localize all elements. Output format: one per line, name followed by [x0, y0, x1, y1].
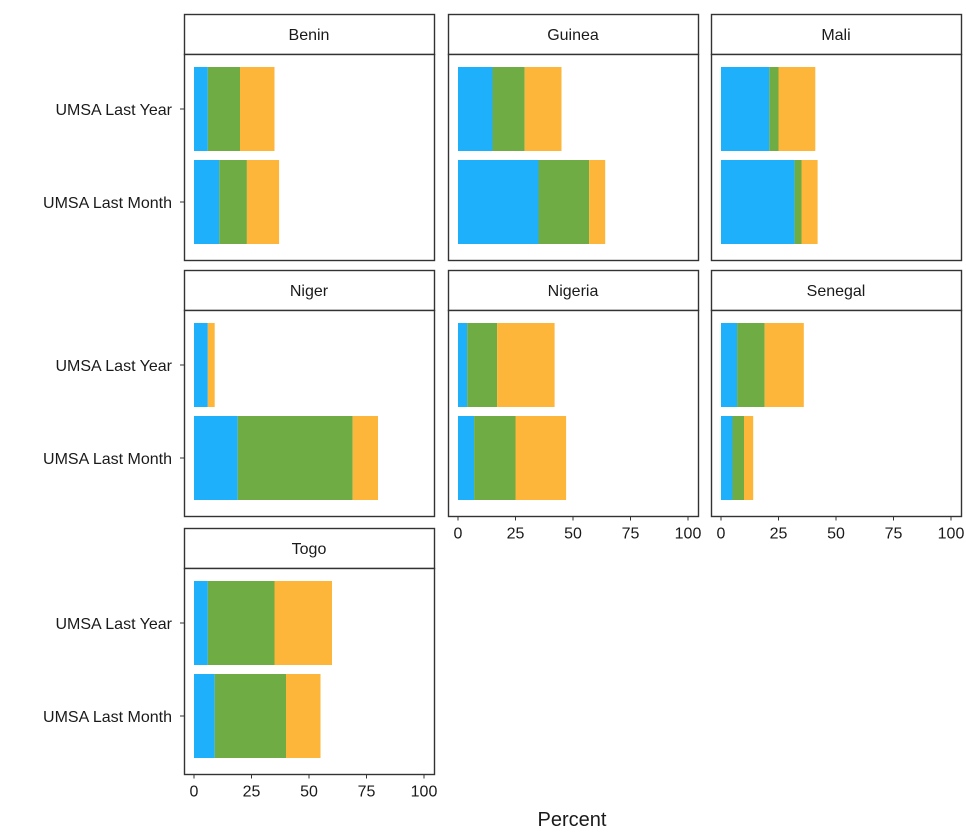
strip-box — [183, 269, 436, 312]
bar-segment — [589, 160, 606, 244]
x-tick-label: 25 — [507, 526, 525, 543]
strip-box — [447, 13, 700, 56]
panel-guinea: Guinea — [447, 13, 700, 262]
bar-segment — [194, 674, 215, 758]
x-tick-label: 50 — [564, 526, 582, 543]
bar-segment — [274, 581, 332, 665]
bar-segment — [794, 160, 802, 244]
x-tick-label: 100 — [938, 526, 965, 543]
bar-segment — [207, 323, 215, 407]
bar-segment — [458, 323, 468, 407]
strip-label: Mali — [821, 27, 850, 44]
strip-box — [183, 13, 436, 56]
bar-segment — [769, 67, 779, 151]
bar-segment — [497, 323, 555, 407]
x-tick-label: 0 — [717, 526, 726, 543]
bar-segment — [219, 160, 247, 244]
bar-segment — [194, 160, 220, 244]
panel-senegal: Senegal 0 25 50 75 100 — [710, 269, 965, 543]
x-tick-label: 75 — [358, 784, 376, 801]
bar-segment — [458, 67, 493, 151]
bar-segment — [515, 416, 567, 500]
x-tick-label: 0 — [454, 526, 463, 543]
bar-segment — [286, 674, 321, 758]
bar-segment — [721, 160, 795, 244]
y-tick-label: UMSA Last Year — [55, 616, 172, 633]
panel-benin: Benin UMSA Last Year UMSA Last Month — [43, 13, 436, 262]
x-axis-title: Percent — [538, 809, 607, 831]
bar-segment — [538, 160, 590, 244]
bar-segment — [237, 416, 353, 500]
bar-segment — [194, 67, 208, 151]
bar-segment — [721, 416, 733, 500]
x-tick-label: 25 — [770, 526, 788, 543]
x-tick-label: 25 — [243, 784, 261, 801]
strip-label: Guinea — [547, 27, 599, 44]
y-tick-label: UMSA Last Month — [43, 195, 172, 212]
panel-mali: Mali — [710, 13, 963, 262]
x-tick-label: 100 — [411, 784, 438, 801]
bar-segment — [721, 67, 770, 151]
x-tick-label: 50 — [827, 526, 845, 543]
bar-segment — [764, 323, 804, 407]
y-tick-label: UMSA Last Year — [55, 102, 172, 119]
bar-segment — [492, 67, 525, 151]
x-tick-label: 75 — [885, 526, 903, 543]
x-tick-label: 100 — [675, 526, 702, 543]
bar-segment — [721, 323, 738, 407]
strip-box — [710, 269, 963, 312]
strip-box — [710, 13, 963, 56]
y-tick-label: UMSA Last Month — [43, 451, 172, 468]
bar-segment — [458, 416, 475, 500]
bar-segment — [458, 160, 539, 244]
bar-segment — [744, 416, 754, 500]
bar-segment — [524, 67, 562, 151]
bar-segment — [352, 416, 378, 500]
panel-nigeria: Nigeria 0 25 50 75 100 — [447, 269, 702, 543]
bar-segment — [240, 67, 275, 151]
bar-segment — [207, 581, 275, 665]
bar-segment — [737, 323, 765, 407]
bar-segment — [246, 160, 280, 244]
panel-togo: Togo UMSA Last Year UMSA Last Month 0 25 50 75… — [43, 527, 438, 801]
x-tick-label: 75 — [622, 526, 640, 543]
bar-segment — [194, 416, 238, 500]
x-tick-label: 0 — [190, 784, 199, 801]
bar-segment — [778, 67, 816, 151]
strip-label: Togo — [292, 541, 327, 558]
strip-label: Nigeria — [548, 283, 599, 300]
strip-box — [447, 269, 700, 312]
bar-segment — [207, 67, 240, 151]
bar-segment — [194, 323, 208, 407]
x-tick-label: 50 — [300, 784, 318, 801]
y-tick-label: UMSA Last Month — [43, 709, 172, 726]
strip-label: Senegal — [807, 283, 866, 300]
bar-segment — [801, 160, 818, 244]
strip-label: Niger — [290, 283, 329, 300]
bar-segment — [194, 581, 208, 665]
bar-segment — [474, 416, 516, 500]
panel-niger: Niger UMSA Last Year UMSA Last Month — [43, 269, 436, 518]
bar-segment — [214, 674, 286, 758]
strip-label: Benin — [289, 27, 330, 44]
bar-segment — [467, 323, 498, 407]
bar-segment — [732, 416, 744, 500]
y-tick-label: UMSA Last Year — [55, 358, 172, 375]
